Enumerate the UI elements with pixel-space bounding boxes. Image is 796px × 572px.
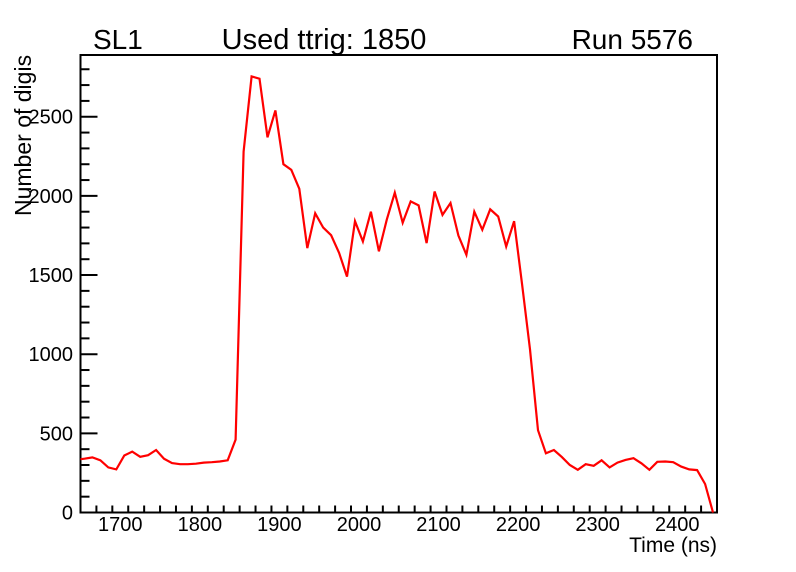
y-tick-label: 2000 — [29, 186, 74, 208]
x-tick-label: 2100 — [416, 514, 461, 536]
x-tick-label: 2300 — [575, 514, 620, 536]
x-tick-label: 2400 — [655, 514, 700, 536]
x-axis-ticks — [95, 505, 703, 513]
x-axis-title: Time (ns) — [629, 534, 717, 557]
y-axis-ticks — [80, 68, 98, 514]
x-tick-label: 2000 — [337, 514, 382, 536]
x-tick-label: 1700 — [98, 514, 143, 536]
y-tick-label: 0 — [62, 503, 73, 525]
pad-label-left: SL1 — [93, 24, 143, 55]
y-tick-label: 500 — [40, 423, 73, 445]
y-axis-tick-labels: 0 500 1000 1500 2000 2500 — [29, 107, 74, 525]
data-line — [80, 74, 715, 513]
y-tick-label: 1000 — [29, 344, 74, 366]
y-axis-title: Number of digis — [10, 55, 36, 216]
y-tick-label: 2500 — [29, 107, 74, 129]
x-tick-label: 1800 — [178, 514, 223, 536]
pad-label-right: Run 5576 — [571, 24, 693, 55]
chart-title: Used ttrig: 1850 — [221, 24, 427, 56]
x-axis-tick-labels: 1700 1800 1900 2000 2100 2200 2300 2400 — [98, 514, 699, 536]
x-tick-label: 2200 — [496, 514, 541, 536]
y-tick-label: 1500 — [29, 265, 74, 287]
x-tick-label: 1900 — [257, 514, 302, 536]
plot-frame — [79, 54, 718, 514]
